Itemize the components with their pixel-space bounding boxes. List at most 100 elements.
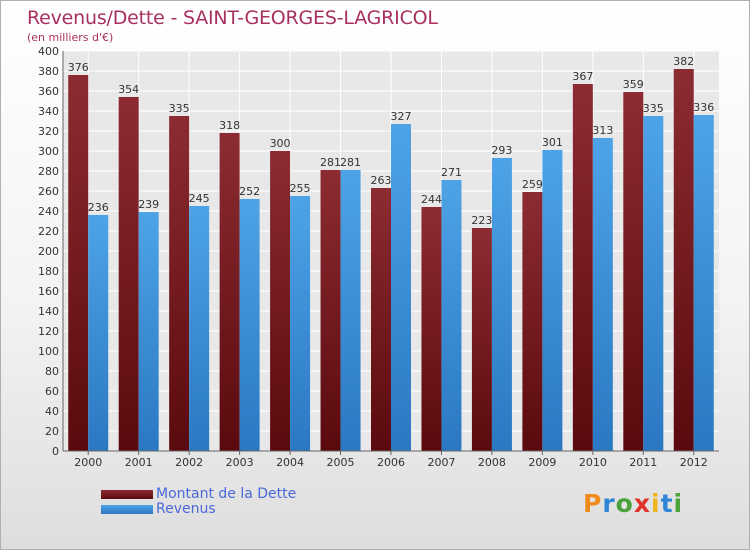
data-label-revenue: 293 <box>491 144 512 157</box>
y-tick-label: 20 <box>45 425 59 438</box>
x-tick-label: 2011 <box>629 456 657 469</box>
x-tick-label: 2009 <box>528 456 556 469</box>
bar-debt <box>219 133 240 451</box>
y-tick-label: 220 <box>38 225 59 238</box>
data-label-debt: 318 <box>219 119 240 132</box>
bar-debt <box>522 192 543 451</box>
y-tick-label: 320 <box>38 125 59 138</box>
x-tick-label: 2008 <box>478 456 506 469</box>
data-label-revenue: 301 <box>542 136 563 149</box>
data-label-debt: 376 <box>68 61 89 74</box>
y-tick-label: 60 <box>45 385 59 398</box>
data-label-debt: 382 <box>673 55 694 68</box>
x-tick-label: 2003 <box>226 456 254 469</box>
data-label-debt: 354 <box>118 83 139 96</box>
bar-debt <box>421 207 442 451</box>
bar-revenue <box>592 138 613 451</box>
data-label-revenue: 236 <box>88 201 109 214</box>
y-tick-label: 180 <box>38 265 59 278</box>
data-label-revenue: 281 <box>340 156 361 169</box>
y-tick-label: 0 <box>52 445 59 458</box>
data-label-debt: 335 <box>169 102 190 115</box>
x-tick-label: 2006 <box>377 456 405 469</box>
bar-debt <box>623 92 644 451</box>
bar-debt <box>118 97 139 451</box>
bar-debt <box>68 75 89 451</box>
bars <box>68 69 714 451</box>
x-tick-label: 2001 <box>125 456 153 469</box>
data-label-revenue: 271 <box>441 166 462 179</box>
y-tick-label: 300 <box>38 145 59 158</box>
bar-debt <box>673 69 694 451</box>
data-label-revenue: 239 <box>138 198 159 211</box>
legend-swatch-revenue <box>101 505 153 514</box>
data-label-revenue: 336 <box>693 101 714 114</box>
bar-debt <box>320 170 341 451</box>
bar-revenue <box>441 180 462 451</box>
data-label-revenue: 252 <box>239 185 260 198</box>
logo-letter: r <box>602 489 616 518</box>
x-tick-label: 2002 <box>175 456 203 469</box>
data-label-debt: 281 <box>320 156 341 169</box>
logo-letter: P <box>583 489 603 518</box>
data-label-debt: 367 <box>572 70 593 83</box>
data-label-revenue: 255 <box>290 182 311 195</box>
legend-label-revenue: Revenus <box>156 501 216 517</box>
data-label-revenue: 245 <box>189 192 210 205</box>
logo-letter: o <box>615 489 634 518</box>
x-tick-label: 2005 <box>327 456 355 469</box>
bar-debt <box>371 188 391 451</box>
x-tick-label: 2004 <box>276 456 304 469</box>
y-tick-label: 80 <box>45 365 59 378</box>
bar-debt <box>572 84 593 451</box>
data-label-revenue: 335 <box>643 102 664 115</box>
y-tick-label: 40 <box>45 405 59 418</box>
bar-debt <box>270 151 291 451</box>
bar-revenue <box>340 170 361 451</box>
bar-revenue <box>391 124 411 451</box>
bar-revenue <box>491 158 512 451</box>
data-label-debt: 359 <box>623 78 644 91</box>
chart-subtitle: (en milliers d'€) <box>27 31 114 44</box>
y-tick-label: 400 <box>38 45 59 58</box>
x-tick-label: 2007 <box>427 456 455 469</box>
bar-revenue <box>693 115 714 451</box>
y-tick-label: 260 <box>38 185 59 198</box>
bar-debt <box>169 116 190 451</box>
data-label-debt: 259 <box>522 178 543 191</box>
y-tick-label: 280 <box>38 165 59 178</box>
y-tick-label: 120 <box>38 325 59 338</box>
bar-revenue <box>189 206 210 451</box>
axes: 0 20 40 60 80 100 120 140 160 180 200 220 240 260 280 3… <box>38 45 719 469</box>
value-labels: 376 236 354 239 335 245 318 252 300 255 281 281 263 3… <box>68 55 715 227</box>
bar-revenue <box>542 150 563 451</box>
logo-letter: i <box>651 489 661 518</box>
bar-revenue <box>88 215 109 451</box>
data-label-debt: 263 <box>371 174 392 187</box>
x-tick-label: 2000 <box>74 456 102 469</box>
data-label-revenue: 313 <box>592 124 613 137</box>
logo-letter: i <box>673 489 684 518</box>
bar-debt <box>471 228 492 451</box>
bar-revenue <box>290 196 311 451</box>
y-tick-label: 160 <box>38 285 59 298</box>
legend-swatch-debt <box>101 490 153 499</box>
legend-label-debt: Montant de la Dette <box>156 486 297 502</box>
bar-revenue <box>138 212 159 451</box>
logo-letter: x <box>633 489 651 518</box>
y-tick-label: 100 <box>38 345 59 358</box>
data-label-revenue: 327 <box>391 110 412 123</box>
data-label-debt: 300 <box>270 137 291 150</box>
x-tick-label: 2012 <box>680 456 708 469</box>
y-tick-label: 240 <box>38 205 59 218</box>
data-label-debt: 244 <box>421 193 442 206</box>
y-tick-label: 340 <box>38 105 59 118</box>
bar-revenue <box>643 116 664 451</box>
y-tick-label: 360 <box>38 85 59 98</box>
logo-letter: t <box>660 489 674 518</box>
chart-title: Revenus/Dette - SAINT-GEORGES-LAGRICOL <box>27 7 438 29</box>
x-tick-label: 2010 <box>579 456 607 469</box>
y-tick-label: 140 <box>38 305 59 318</box>
